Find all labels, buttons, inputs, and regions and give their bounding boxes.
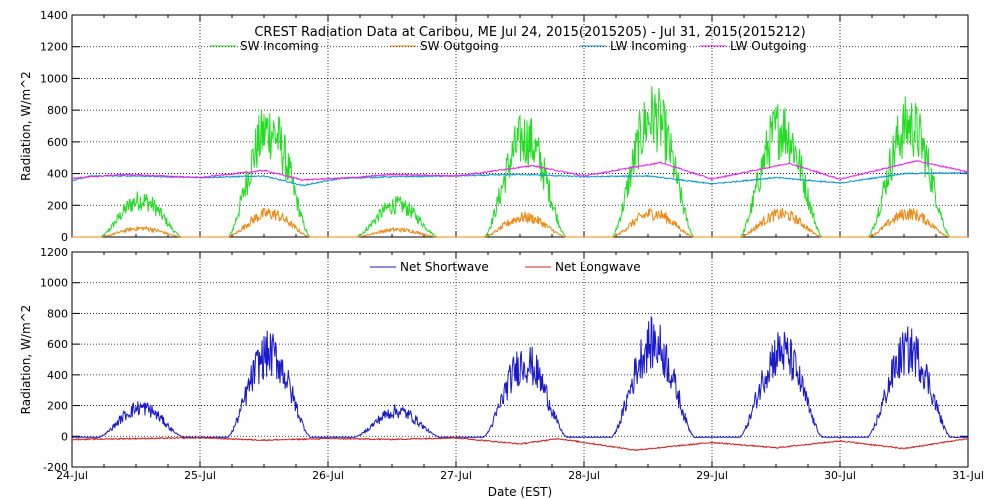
x-axis-title: Date (EST)	[488, 485, 552, 499]
y-tick-label: 200	[47, 400, 68, 413]
y-tick-label: 0	[61, 430, 68, 443]
x-tick-label: 31-Jul	[952, 469, 984, 482]
legend-label: Net Longwave	[555, 260, 641, 274]
legend-label: SW Outgoing	[420, 39, 499, 53]
radiation-chart: 0 200 400 600 800 1000 1200 1400 Radiation, W/m^…	[0, 0, 1000, 500]
y-tick-label: 400	[47, 369, 68, 382]
y-tick-label: 1000	[40, 277, 68, 290]
x-tick-label: 27-Jul	[440, 469, 472, 482]
y-tick-label: 200	[47, 199, 68, 212]
x-tick-label: 30-Jul	[824, 469, 856, 482]
legend-label: SW Incoming	[240, 39, 319, 53]
y-tick-label: 1200	[40, 41, 68, 54]
x-tick-label: 24-Jul	[56, 469, 88, 482]
y-tick-label: 1000	[40, 72, 68, 85]
y-axis-title: Radiation, W/m^2	[19, 71, 33, 181]
y-tick-label: 1200	[40, 246, 68, 259]
y-tick-label: 0	[61, 231, 68, 244]
y-tick-label: 800	[47, 307, 68, 320]
y-tick-label: 1400	[40, 9, 68, 22]
x-tick-label: 25-Jul	[184, 469, 216, 482]
y-tick-label: 600	[47, 338, 68, 351]
y-tick-label: 400	[47, 168, 68, 181]
legend-label: LW Outgoing	[730, 39, 807, 53]
y-tick-label: 600	[47, 136, 68, 149]
legend-label: LW Incoming	[610, 39, 687, 53]
x-tick-label: 26-Jul	[312, 469, 344, 482]
x-tick-label: 29-Jul	[696, 469, 728, 482]
y-tick-label: 800	[47, 104, 68, 117]
chart-title: CREST Radiation Data at Caribou, ME Jul …	[254, 25, 805, 40]
legend-label: Net Shortwave	[400, 260, 489, 274]
x-tick-label: 28-Jul	[568, 469, 600, 482]
y-axis-title: Radiation, W/m^2	[19, 305, 33, 415]
